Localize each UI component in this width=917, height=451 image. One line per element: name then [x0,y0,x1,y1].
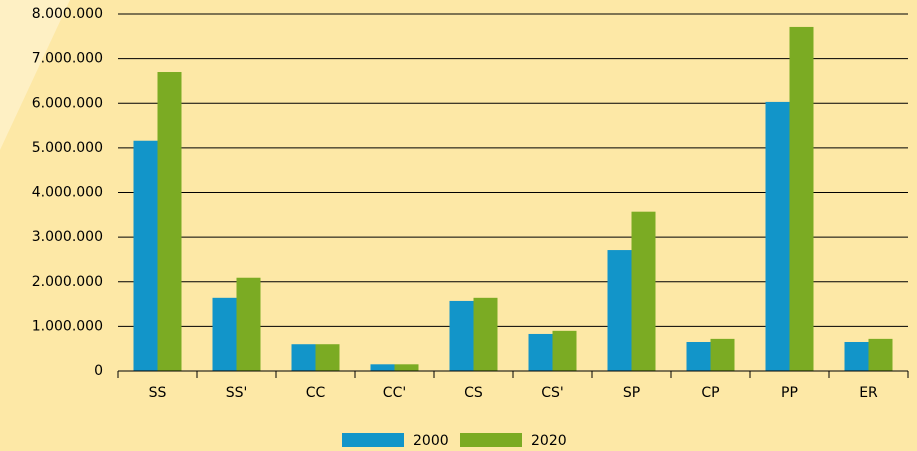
bar [607,250,632,371]
bar [789,26,814,371]
bar [212,297,237,371]
legend-label: 2020 [531,433,567,449]
y-tick-label: 7.000.000 [32,51,103,67]
bar [844,341,869,371]
bar [394,364,419,371]
x-tick-label: CP [701,385,719,401]
y-tick-label: 4.000.000 [32,185,103,201]
y-tick-label: 1.000.000 [32,318,103,334]
bar [449,300,474,371]
x-tick-label: SP [623,385,640,401]
x-tick-label: CC' [383,385,406,401]
legend-swatch [342,433,404,447]
bar [765,101,790,371]
x-tick-label: CS' [541,385,564,401]
legend-swatch [460,433,522,447]
y-tick-label: 5.000.000 [32,140,103,156]
bar [710,338,735,371]
bar [236,277,261,371]
corner-highlight [0,0,70,150]
bar [552,330,577,371]
legend-label: 2000 [413,433,449,449]
x-tick-label: CC [306,385,326,401]
x-tick-label: SS' [226,385,248,401]
bar [631,211,656,371]
y-tick-label: 6.000.000 [32,95,103,111]
bar [157,72,182,371]
bar [868,338,893,371]
bar [133,140,158,371]
y-tick-label: 2.000.000 [32,274,103,290]
bar [370,364,395,371]
y-tick-label: 8.000.000 [32,6,103,22]
x-tick-label: CS [464,385,483,401]
x-tick-label: PP [781,385,798,401]
x-tick-label: SS [149,385,167,401]
bar [528,333,553,371]
y-tick-label: 3.000.000 [32,229,103,245]
x-tick-label: ER [859,385,878,401]
bar [291,344,316,371]
bar [473,297,498,371]
y-tick-label: 0 [94,363,103,379]
bar [315,344,340,371]
bar [686,341,711,371]
